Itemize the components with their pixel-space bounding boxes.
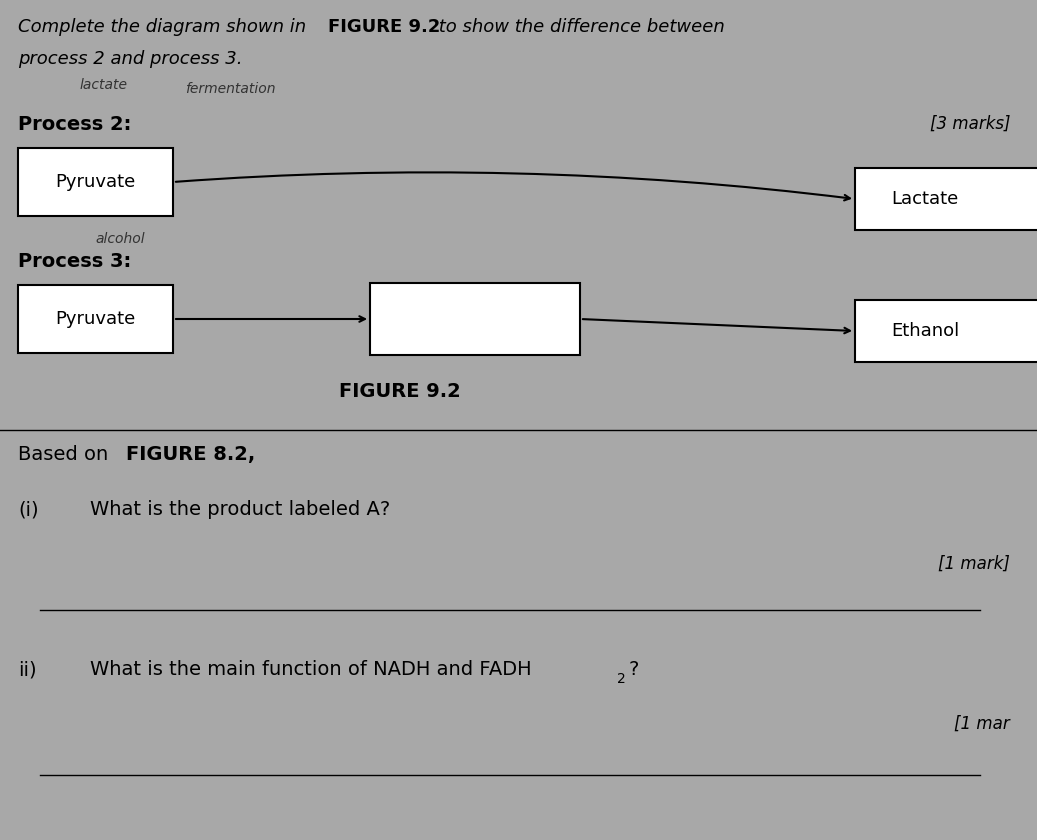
Text: FIGURE 8.2,: FIGURE 8.2, <box>127 445 255 464</box>
Text: Lactate: Lactate <box>892 190 958 208</box>
Text: ii): ii) <box>18 660 36 679</box>
Bar <box>854 168 1037 230</box>
Text: lactate: lactate <box>80 78 128 92</box>
Text: FIGURE 9.2: FIGURE 9.2 <box>328 18 441 36</box>
Text: Process 3:: Process 3: <box>18 252 132 271</box>
Text: [1 mark]: [1 mark] <box>938 555 1010 573</box>
Text: alcohol: alcohol <box>95 232 144 246</box>
Bar <box>370 283 580 355</box>
Bar <box>18 285 173 353</box>
Text: Based on: Based on <box>18 445 114 464</box>
Text: [1 mar: [1 mar <box>954 715 1010 733</box>
Text: Ethanol: Ethanol <box>891 322 959 340</box>
Text: fermentation: fermentation <box>185 82 276 96</box>
Text: to show the difference between: to show the difference between <box>433 18 725 36</box>
Text: Pyruvate: Pyruvate <box>55 310 136 328</box>
Text: Pyruvate: Pyruvate <box>55 173 136 191</box>
Text: What is the product labeled A?: What is the product labeled A? <box>90 500 390 519</box>
Text: Complete the diagram shown in: Complete the diagram shown in <box>18 18 312 36</box>
Text: ?: ? <box>629 660 640 679</box>
Text: [3 marks]: [3 marks] <box>929 115 1010 133</box>
Text: process 2 and process 3.: process 2 and process 3. <box>18 50 243 68</box>
Text: (i): (i) <box>18 500 38 519</box>
Text: What is the main function of NADH and FADH: What is the main function of NADH and FA… <box>90 660 532 679</box>
Text: FIGURE 9.2: FIGURE 9.2 <box>339 382 460 401</box>
Text: 2: 2 <box>617 672 625 686</box>
Bar <box>18 148 173 216</box>
Text: Process 2:: Process 2: <box>18 115 132 134</box>
Bar <box>854 300 1037 362</box>
